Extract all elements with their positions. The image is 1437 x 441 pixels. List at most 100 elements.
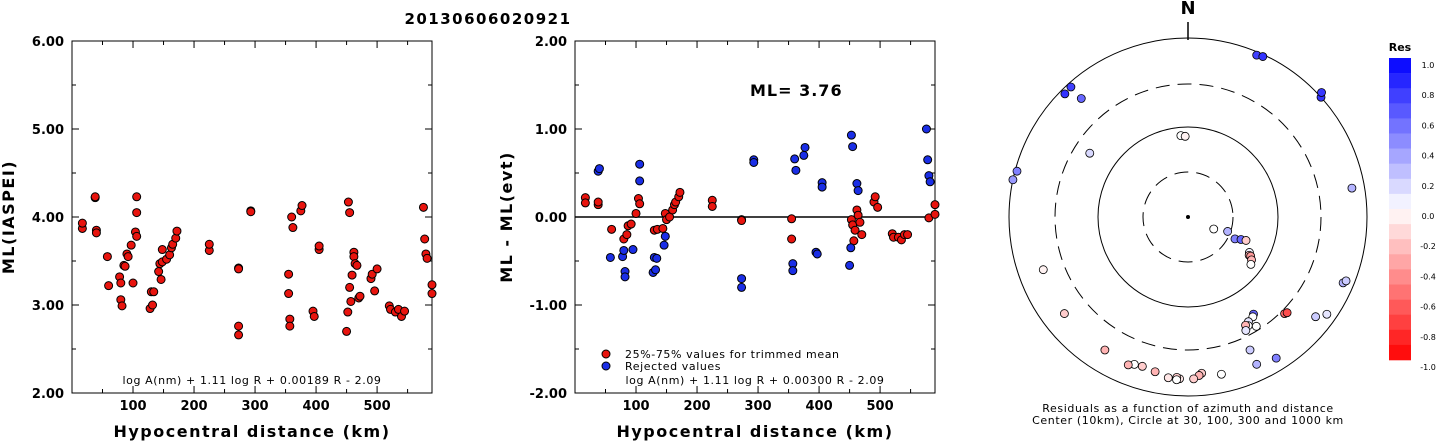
trimmed-point <box>787 214 797 224</box>
colorbar-label: 0.8 <box>1422 91 1435 100</box>
y-tick-label: 1.00 <box>535 123 567 138</box>
colorbar-cell <box>1389 344 1411 361</box>
data-point <box>343 307 353 317</box>
data-point <box>91 228 101 238</box>
colorbar-labels: 1.0 0.8 0.6 0.4 0.2 0.0 -0.2 -0.4 -0.6 -0.8 -1.0 <box>1420 61 1436 372</box>
rejected-point <box>619 245 629 255</box>
colorbar-cell <box>1389 103 1411 119</box>
colorbar-cell <box>1389 269 1411 285</box>
colorbar-label: -0.6 <box>1420 303 1436 312</box>
rejected-point <box>790 154 800 164</box>
data-point <box>104 281 114 291</box>
middle-x-axis-label: Hypocentral distance (km) <box>616 422 893 441</box>
legend-trimmed-marker <box>601 349 611 359</box>
colorbar-label: 0.2 <box>1422 182 1435 191</box>
residual-point <box>1209 224 1219 234</box>
data-point <box>246 207 256 217</box>
residual-point <box>1317 88 1326 97</box>
residual-point <box>1251 321 1261 331</box>
trimmed-point <box>631 208 641 218</box>
residual-point <box>1085 148 1095 158</box>
x-tick-label: 400 <box>805 399 832 414</box>
trimmed-point <box>580 198 590 208</box>
y-tick-label: 2.00 <box>32 387 64 402</box>
residual-point <box>1180 131 1190 141</box>
residual-point <box>1150 367 1160 377</box>
x-tick-label: 300 <box>241 399 268 414</box>
rejected-point <box>800 142 810 152</box>
y-tick-label: -2.00 <box>530 387 567 402</box>
ring-300km <box>1054 83 1322 351</box>
middle-y-axis-label: ML - ML(evt) <box>497 151 516 283</box>
data-point <box>126 240 136 250</box>
ring-100km <box>1097 126 1279 308</box>
y-tick-label: 4.00 <box>32 211 64 226</box>
left-ticks: 6.00 5.00 4.00 3.00 2.00 100 200 300 400 500 <box>32 35 432 414</box>
trimmed-point <box>707 201 717 211</box>
data-point <box>102 252 112 262</box>
data-point <box>128 278 138 288</box>
residual-point <box>1245 345 1255 355</box>
data-point <box>309 311 319 321</box>
y-tick-label: 3.00 <box>32 299 64 314</box>
data-point <box>372 264 382 274</box>
data-point <box>427 280 437 290</box>
residual-point <box>1038 265 1048 275</box>
trimmed-point <box>593 197 603 207</box>
left-panel: 6.00 5.00 4.00 3.00 2.00 100 200 300 400 500 ML(I… <box>0 35 437 441</box>
middle-points <box>580 124 940 292</box>
colorbar-label: 1.0 <box>1422 61 1435 70</box>
colorbar-cell <box>1389 224 1411 240</box>
trimmed-point <box>607 224 617 234</box>
data-point <box>285 321 295 331</box>
rejected-point <box>817 182 827 192</box>
data-point <box>342 326 352 336</box>
data-point <box>234 321 244 331</box>
data-point <box>347 270 357 280</box>
data-point <box>427 289 437 299</box>
residual-point <box>1347 183 1357 193</box>
colorbar-cells <box>1389 58 1411 361</box>
y-tick-label: 2.00 <box>535 35 567 50</box>
data-point <box>148 300 158 310</box>
colorbar: Res 1.0 0.8 0.6 0.4 0.2 0.0 -0.2 -0.4 -0.6 -0.8 -1… <box>1389 41 1436 372</box>
residual-point <box>1282 308 1292 318</box>
data-point <box>400 306 410 316</box>
rejected-point <box>651 265 661 275</box>
rejected-point <box>628 245 638 255</box>
colorbar-cell <box>1389 299 1411 315</box>
residual-point <box>1137 361 1147 371</box>
x-tick-label: 500 <box>867 399 894 414</box>
data-point <box>156 274 166 284</box>
trimmed-point <box>903 230 913 240</box>
rejected-point <box>846 243 856 253</box>
data-point <box>288 223 298 233</box>
data-point <box>297 201 307 211</box>
trimmed-point <box>850 225 860 235</box>
data-point <box>284 269 294 279</box>
data-point <box>284 289 294 299</box>
data-point <box>234 264 244 274</box>
legend-rejected-marker <box>601 361 611 371</box>
data-point <box>117 301 127 311</box>
trimmed-point <box>635 199 645 209</box>
trimmed-point <box>675 187 685 197</box>
middle-panel: 2.00 1.00 0.00 -1.00 -2.00 100 200 300 400 500 ML… <box>497 35 940 441</box>
rejected-point <box>799 150 809 160</box>
residual-point <box>1100 345 1110 355</box>
trimmed-point <box>930 200 940 210</box>
colorbar-label: -1.0 <box>1420 363 1436 372</box>
data-point <box>154 267 164 277</box>
rejected-point <box>812 249 822 259</box>
residual-point <box>1163 373 1173 383</box>
trimmed-point <box>658 223 668 233</box>
trimmed-point <box>622 230 632 240</box>
ring-outer <box>1008 37 1368 397</box>
rejected-point <box>737 274 747 284</box>
residual-point <box>1341 276 1351 286</box>
colorbar-cell <box>1389 148 1411 164</box>
residual-point <box>1252 359 1262 369</box>
y-tick-label: 6.00 <box>32 35 64 50</box>
center-point <box>1186 215 1190 219</box>
left-points <box>77 192 437 340</box>
